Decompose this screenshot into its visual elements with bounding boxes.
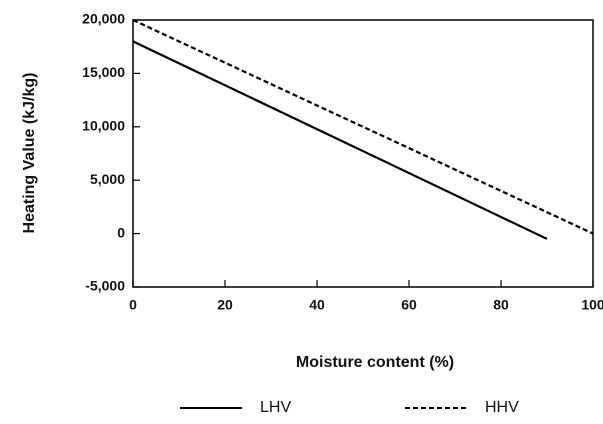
y-tick-label: 15,000 bbox=[82, 64, 125, 80]
y-tick-label: 0 bbox=[117, 224, 125, 240]
x-axis-label: Moisture content (%) bbox=[296, 354, 454, 371]
legend-label: HHV bbox=[485, 399, 519, 416]
y-tick-label: 20,000 bbox=[82, 11, 125, 27]
y-tick-label: 10,000 bbox=[82, 118, 125, 134]
x-tick-label: 100 bbox=[581, 297, 603, 313]
plot-frame bbox=[132, 19, 594, 288]
x-tick-label: 40 bbox=[309, 297, 325, 313]
legend-label: LHV bbox=[260, 399, 291, 416]
x-tick-label: 60 bbox=[401, 297, 417, 313]
series-line bbox=[132, 19, 594, 235]
x-tick-label: 0 bbox=[129, 297, 137, 313]
y-tick-label: 5,000 bbox=[90, 171, 125, 187]
y-axis-label: Heating Value (kJ/kg) bbox=[21, 73, 38, 234]
x-tick-label: 80 bbox=[493, 297, 509, 313]
x-tick-label: 20 bbox=[217, 297, 233, 313]
series-line bbox=[132, 40, 548, 240]
y-tick-label: -5,000 bbox=[85, 278, 125, 294]
